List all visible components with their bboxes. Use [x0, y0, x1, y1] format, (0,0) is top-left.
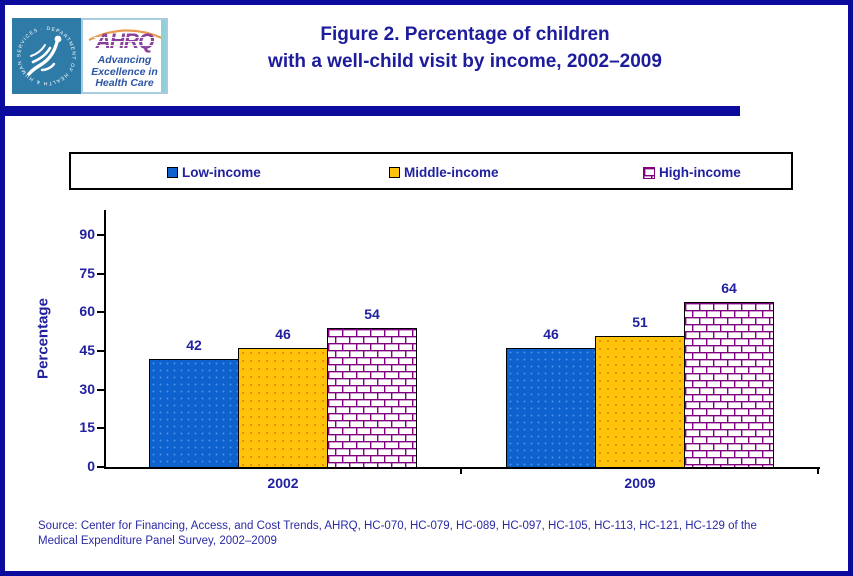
ahrq-logo: AHRQ Advancing Excellence in Health Care — [81, 18, 168, 94]
legend-label: Middle-income — [404, 165, 499, 180]
y-axis-tick-label: 30 — [79, 381, 95, 397]
hhs-eagle-icon: DEPARTMENT OF HEALTH & HUMAN SERVICES · … — [10, 14, 81, 94]
x-axis-tick — [460, 467, 462, 474]
legend-label: High-income — [659, 165, 741, 180]
y-axis-tick-label: 45 — [79, 342, 95, 358]
bar-middle-income-2002 — [238, 348, 328, 468]
brick-pattern-fill — [328, 329, 416, 467]
bar-value-label-middle-income-2002: 46 — [275, 326, 291, 342]
x-axis-line — [104, 467, 820, 469]
low-income-swatch-icon — [167, 167, 178, 178]
hhs-seal: DEPARTMENT OF HEALTH & HUMAN SERVICES · … — [10, 14, 81, 94]
bar-value-label-high-income-2002: 54 — [364, 306, 380, 322]
bar-high-income-2009 — [684, 302, 774, 468]
ahrq-tagline-line: Excellence in — [91, 65, 158, 78]
ahrq-tagline: Advancing Excellence in Health Care — [83, 54, 166, 90]
y-axis-tick-label: 0 — [87, 458, 95, 474]
bar-value-label-high-income-2009: 64 — [721, 280, 737, 296]
y-axis-tick-label: 60 — [79, 303, 95, 319]
bar-high-income-2002 — [327, 328, 417, 468]
brick-pattern-fill — [685, 303, 773, 467]
legend-item-middle-income: Middle-income — [389, 165, 499, 180]
bar-low-income-2009 — [506, 348, 596, 468]
y-axis-tick — [97, 389, 104, 391]
figure-title-line2: with a well-child visit by income, 2002–… — [268, 51, 662, 72]
x-category-label-2002: 2002 — [267, 475, 299, 491]
source-note-line2: Medical Expenditure Panel Survey, 2002–2… — [38, 535, 277, 547]
legend-label: Low-income — [182, 165, 261, 180]
ahrq-acronym: AHRQ — [93, 30, 156, 53]
figure-title: Figure 2. Percentage of children with a … — [180, 21, 750, 75]
ahrq-logo-accent-strip — [161, 20, 166, 92]
header-divider-rule — [5, 106, 740, 116]
y-axis-tick-label: 75 — [79, 265, 95, 281]
bar-value-label-low-income-2009: 46 — [543, 326, 559, 342]
x-category-label-2009: 2009 — [624, 475, 656, 491]
y-axis-line — [104, 210, 106, 469]
y-axis-tick — [97, 311, 104, 313]
y-axis-title: Percentage — [34, 298, 52, 379]
y-axis-tick-label: 15 — [79, 419, 95, 435]
y-axis-tick-label: 90 — [79, 226, 95, 242]
bar-value-label-middle-income-2009: 51 — [632, 314, 648, 330]
bar-middle-income-2009 — [595, 336, 685, 468]
y-axis-tick — [97, 273, 104, 275]
legend-item-low-income: Low-income — [167, 165, 261, 180]
chart-legend: Low-income Middle-income High-income — [69, 152, 793, 190]
y-axis-tick — [97, 234, 104, 236]
y-axis-tick — [97, 350, 104, 352]
bar-value-label-low-income-2002: 42 — [186, 337, 202, 353]
bar-low-income-2002 — [149, 359, 239, 468]
y-axis-tick — [97, 427, 104, 429]
high-income-swatch-icon — [643, 166, 655, 179]
legend-item-high-income: High-income — [643, 165, 741, 180]
figure-title-line1: Figure 2. Percentage of children — [320, 24, 610, 45]
source-note-line1: Source: Center for Financing, Access, an… — [38, 520, 757, 532]
middle-income-swatch-icon — [389, 167, 400, 178]
ahrq-tagline-line: Advancing — [97, 54, 152, 66]
source-note: Source: Center for Financing, Access, an… — [38, 519, 828, 549]
ahrq-tagline-line: Health Care — [95, 77, 154, 89]
x-axis-tick — [817, 467, 819, 474]
y-axis-tick — [97, 466, 104, 468]
agency-logo: DEPARTMENT OF HEALTH & HUMAN SERVICES · … — [10, 14, 168, 94]
